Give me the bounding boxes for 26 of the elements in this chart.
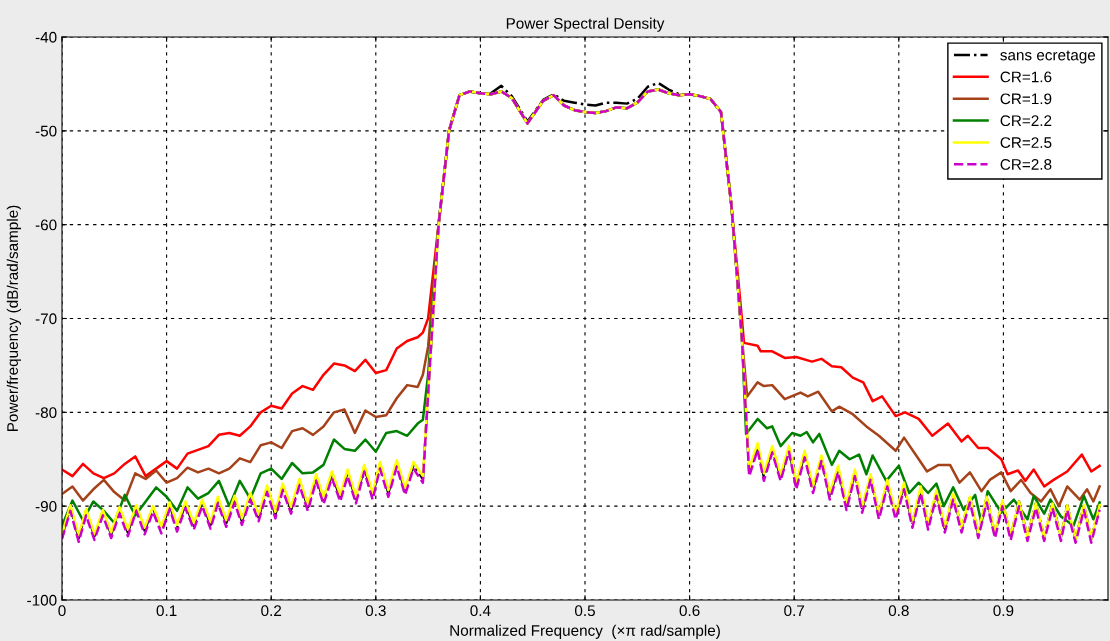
x-tick-label: 0.6 <box>679 605 700 617</box>
x-tick-label: 0.4 <box>470 605 491 617</box>
y-tick-label: -70 <box>35 313 57 325</box>
legend-label: CR=1.9 <box>1000 93 1052 105</box>
x-tick-label: 0 <box>58 605 66 617</box>
legend-label: CR=2.5 <box>1000 137 1052 148</box>
y-tick-label: -60 <box>35 219 57 231</box>
x-tick-label: 0.5 <box>574 605 595 617</box>
x-axis-title: Normalized Frequency (×π rad/sample) <box>450 624 720 639</box>
x-tick-label: 0.1 <box>156 605 177 617</box>
x-tick-label: 0.7 <box>784 605 805 617</box>
legend-label: CR=2.2 <box>1000 115 1052 127</box>
chart-title: Power Spectral Density <box>506 17 665 32</box>
y-tick-label: -40 <box>35 31 57 43</box>
x-tick-label: 0.8 <box>888 605 909 617</box>
legend-label: sans ecretage <box>1000 50 1096 64</box>
legend-label: CR=1.6 <box>1000 71 1052 83</box>
y-tick-label: -50 <box>35 125 57 137</box>
x-tick-label: 0.3 <box>365 605 386 617</box>
y-axis-title: Power/frequency (dB/rad/sample) <box>6 205 22 432</box>
y-tick-label: -100 <box>27 594 57 606</box>
y-tick-label: -80 <box>35 407 57 419</box>
x-tick-label: 0.9 <box>993 605 1014 617</box>
y-tick-label: -90 <box>35 501 57 512</box>
legend-label: CR=2.8 <box>1000 159 1052 170</box>
x-tick-label: 0.2 <box>261 605 282 617</box>
